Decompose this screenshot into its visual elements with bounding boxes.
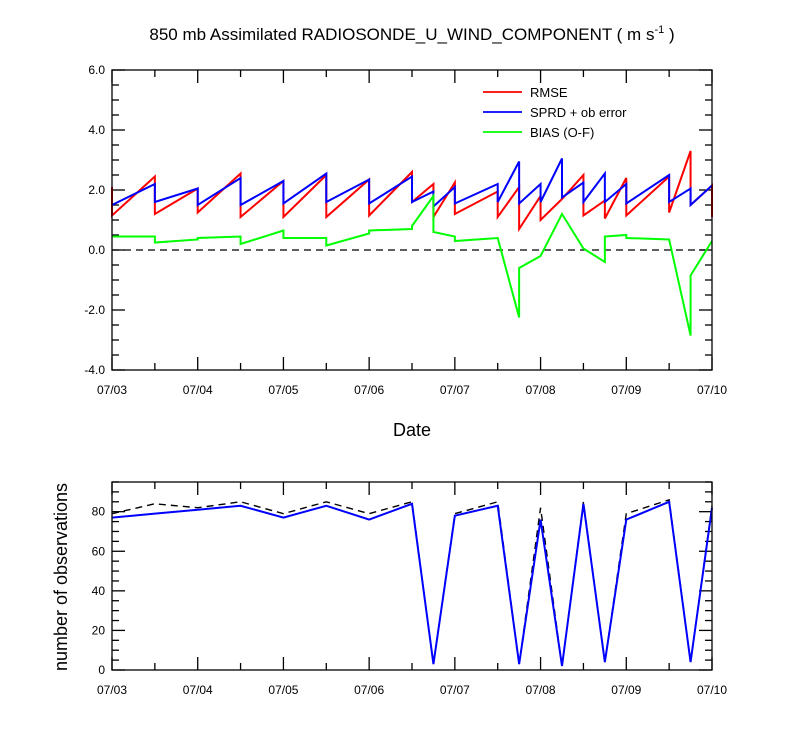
series-line-observations-used [111,500,713,667]
x-tick-label: 07/07 [440,383,470,397]
y-tick-label: 6.0 [88,63,105,77]
x-tick-label: 07/10 [697,683,727,697]
x-tick-label: 07/04 [183,383,213,397]
y-tick-label: 2.0 [88,183,105,197]
top-chart-ticks [111,69,713,371]
top-chart-series [111,150,713,336]
y-tick-label: 60 [92,544,106,558]
top-chart-title: 850 mb Assimilated RADIOSONDE_U_WIND_COM… [149,24,674,44]
x-tick-label: 07/03 [97,383,127,397]
series-line-bias-o-f [112,192,713,336]
x-tick-label: 07/08 [526,683,556,697]
x-tick-label: 07/03 [97,683,127,697]
y-tick-label: 40 [92,584,106,598]
series-line-sprd-ob-error [111,158,713,209]
y-tick-label: -2.0 [84,303,105,317]
legend-label-sprd: SPRD + ob error [530,105,627,120]
bottom-chart-series [111,498,713,667]
x-tick-label: 07/09 [611,383,641,397]
top-chart-tick-labels: 07/03 07/04 07/05 07/06 07/07 07/08 07/09 07/10… [84,63,727,397]
bottom-chart: 07/03 07/04 07/05 07/06 07/07 07/08 07/09 07/10… [51,481,728,697]
x-axis-title: Date [393,420,431,440]
legend-label-bias: BIAS (O-F) [530,125,594,140]
bottom-chart-tick-labels: 07/03 07/04 07/05 07/06 07/07 07/08 07/09 07/10… [92,505,728,697]
legend: RMSE SPRD + ob error BIAS (O-F) [483,85,627,140]
y-axis-title-observations: number of observations [51,483,71,671]
top-chart-frame [111,69,713,371]
y-tick-label: -4.0 [84,363,105,377]
x-tick-label: 07/05 [268,383,298,397]
y-tick-label: 80 [92,505,106,519]
x-tick-label: 07/07 [440,683,470,697]
series-line-observations-total [111,498,713,667]
y-tick-label: 0.0 [88,243,105,257]
y-tick-label: 4.0 [88,123,105,137]
x-tick-label: 07/06 [354,683,384,697]
x-tick-label: 07/09 [611,683,641,697]
bottom-chart-frame [111,481,713,671]
x-tick-label: 07/04 [183,683,213,697]
y-tick-label: 20 [92,623,106,637]
y-tick-label: 0 [98,663,105,677]
x-tick-label: 07/06 [354,383,384,397]
legend-label-rmse: RMSE [530,85,568,100]
top-chart: 07/03 07/04 07/05 07/06 07/07 07/08 07/09 07/10… [84,63,727,440]
x-tick-label: 07/10 [697,383,727,397]
x-tick-label: 07/05 [268,683,298,697]
x-tick-label: 07/08 [526,383,556,397]
